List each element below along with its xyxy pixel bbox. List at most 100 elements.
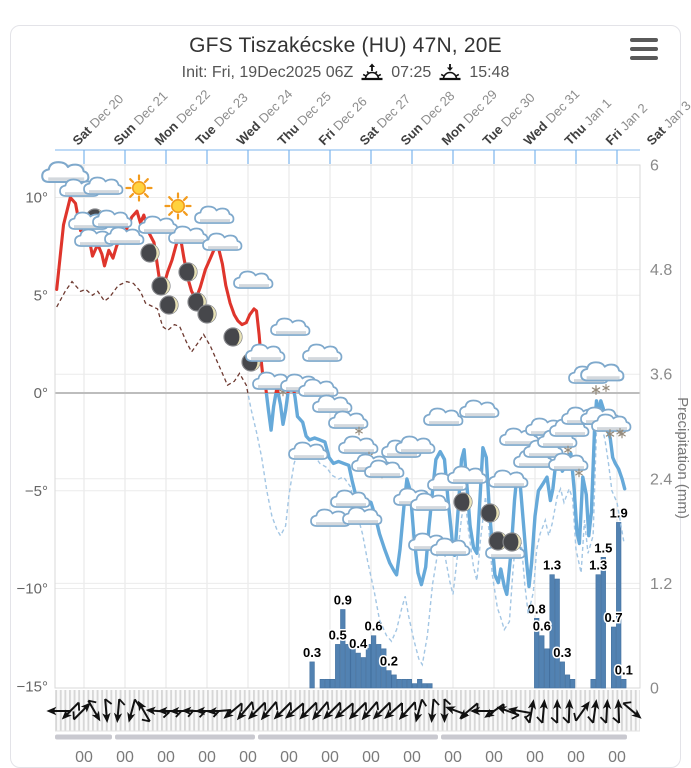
moon-icon bbox=[197, 304, 217, 324]
svg-text:0°: 0° bbox=[34, 385, 48, 402]
sunset-icon bbox=[439, 64, 461, 81]
wind-arrow bbox=[550, 699, 562, 724]
wind-arrow bbox=[102, 698, 113, 723]
svg-text:4.8: 4.8 bbox=[650, 262, 672, 279]
svg-text:0.5: 0.5 bbox=[329, 627, 347, 642]
hour-labels: 00 00 00 00 00 00 00 00 00 00 00 00 00 00 bbox=[75, 749, 626, 766]
wind-arrow bbox=[523, 699, 537, 724]
svg-text:00: 00 bbox=[116, 749, 134, 766]
svg-text:0.7: 0.7 bbox=[605, 610, 623, 625]
svg-text:0: 0 bbox=[650, 681, 659, 698]
wind-arrow bbox=[348, 701, 368, 720]
axis-labels: 10° 5° 0° −5° −10° −15° 6 4.8 3.6 2.4 1.2 0 Precipit… bbox=[17, 158, 691, 698]
svg-text:0.3: 0.3 bbox=[553, 645, 571, 660]
svg-text:00: 00 bbox=[280, 749, 298, 766]
wind-arrow bbox=[113, 698, 126, 723]
sunrise-icon bbox=[361, 63, 383, 81]
svg-text:−5°: −5° bbox=[25, 483, 48, 500]
wind-arrow bbox=[323, 701, 342, 720]
svg-text:00: 00 bbox=[362, 749, 380, 766]
wind-arrow bbox=[284, 702, 305, 719]
svg-text:−15°: −15° bbox=[17, 678, 48, 695]
svg-text:2.4: 2.4 bbox=[650, 471, 672, 488]
svg-text:Precipitation (mm): Precipitation (mm) bbox=[674, 397, 691, 519]
svg-text:1.2: 1.2 bbox=[650, 576, 672, 593]
wind-arrow bbox=[248, 701, 267, 720]
moon-icon bbox=[502, 532, 522, 552]
wind-arrow bbox=[334, 702, 354, 719]
svg-text:1.5: 1.5 bbox=[594, 540, 612, 555]
chart-title: GFS Tiszakécske (HU) 47N, 20E bbox=[189, 34, 502, 57]
wind-arrow bbox=[599, 699, 612, 724]
svg-text:1.3: 1.3 bbox=[543, 558, 561, 573]
svg-text:00: 00 bbox=[321, 749, 339, 766]
svg-text:00: 00 bbox=[239, 749, 257, 766]
wind-arrow bbox=[372, 701, 392, 720]
moon-icon bbox=[223, 327, 243, 347]
svg-text:00: 00 bbox=[567, 749, 585, 766]
hamburger-menu-icon[interactable] bbox=[630, 38, 658, 60]
svg-text:3.6: 3.6 bbox=[650, 367, 672, 384]
wind-arrow bbox=[414, 698, 428, 723]
wind-arrow bbox=[72, 702, 91, 721]
wind-arrow bbox=[428, 698, 440, 723]
wind-arrow bbox=[273, 701, 292, 720]
wind-arrow bbox=[536, 699, 548, 724]
sunrise-time: 07:25 bbox=[391, 64, 432, 81]
init-label: Init: Fri, 19Dec2025 06Z bbox=[181, 64, 354, 81]
wind-arrow bbox=[440, 698, 452, 723]
svg-text:6: 6 bbox=[650, 158, 659, 175]
wind-arrow bbox=[137, 700, 151, 723]
wind-arrow bbox=[223, 702, 243, 719]
wind-arrow bbox=[260, 701, 279, 721]
svg-text:0.8: 0.8 bbox=[528, 601, 546, 616]
sunset-time: 15:48 bbox=[469, 64, 510, 81]
svg-text:00: 00 bbox=[403, 749, 421, 766]
moon-icon bbox=[159, 295, 179, 315]
svg-text:1.3: 1.3 bbox=[589, 558, 607, 573]
wind-band bbox=[46, 690, 642, 732]
svg-text:00: 00 bbox=[608, 749, 626, 766]
wind-arrow bbox=[384, 702, 404, 720]
wind-arrow bbox=[61, 701, 81, 720]
wind-arrow bbox=[573, 701, 590, 722]
svg-text:00: 00 bbox=[198, 749, 216, 766]
moon-icon bbox=[453, 492, 473, 512]
top-axis-ticks bbox=[55, 149, 640, 164]
sun-icon bbox=[125, 174, 153, 202]
wind-arrow bbox=[236, 701, 255, 721]
wind-arrow bbox=[612, 699, 623, 724]
wind-arrow bbox=[562, 699, 574, 724]
svg-text:00: 00 bbox=[444, 749, 462, 766]
wind-arrow bbox=[361, 701, 379, 721]
wind-arrow bbox=[587, 699, 600, 724]
svg-text:SatJan 3: SatJan 3 bbox=[644, 98, 691, 148]
svg-text:00: 00 bbox=[157, 749, 175, 766]
moon-icon bbox=[178, 262, 198, 282]
svg-text:00: 00 bbox=[485, 749, 503, 766]
svg-text:0.3: 0.3 bbox=[303, 645, 321, 660]
wind-arrow bbox=[312, 701, 330, 721]
svg-text:5°: 5° bbox=[34, 287, 48, 304]
chart-subtitle: Init: Fri, 19Dec2025 06Z 07:25 15:48 bbox=[11, 62, 680, 84]
wind-arrow bbox=[622, 701, 642, 719]
svg-text:−10°: −10° bbox=[17, 581, 48, 598]
precipitation-bars: 0.30.50.90.40.60.20.80.61.30.31.31.50.71… bbox=[302, 504, 634, 689]
moon-icon bbox=[151, 276, 171, 296]
dewpoint-line bbox=[56, 280, 625, 667]
wind-arrow bbox=[398, 701, 417, 720]
svg-text:00: 00 bbox=[526, 749, 544, 766]
wind-arrow bbox=[87, 699, 101, 722]
chart-scrollbar[interactable] bbox=[55, 734, 627, 740]
svg-text:0.6: 0.6 bbox=[365, 619, 383, 634]
svg-text:0.4: 0.4 bbox=[349, 636, 368, 651]
svg-text:0.1: 0.1 bbox=[615, 662, 633, 677]
svg-text:00: 00 bbox=[75, 749, 93, 766]
wind-arrow bbox=[299, 701, 318, 720]
moon-icon bbox=[140, 243, 160, 263]
svg-text:0.6: 0.6 bbox=[533, 619, 551, 634]
moon-icon bbox=[480, 503, 500, 523]
sun-icon bbox=[164, 192, 192, 220]
